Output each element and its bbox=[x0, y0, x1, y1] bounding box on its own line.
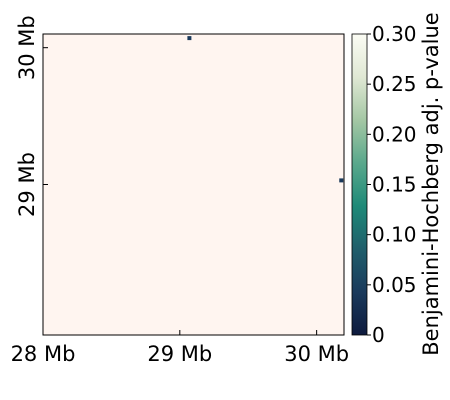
heatmap-cells bbox=[187, 36, 344, 183]
x-axis-ticks: 28 Mb 29 Mb 30 Mb bbox=[11, 330, 349, 366]
colorbar-tick-label-1: 0.05 bbox=[372, 273, 417, 297]
colorbar-label: Benjamini-Hochberg adj. p-value bbox=[419, 12, 443, 355]
x-tick-label-0: 28 Mb bbox=[11, 342, 76, 366]
colorbar-tick-label-5: 0.25 bbox=[372, 72, 417, 96]
heatmap-cell-1 bbox=[339, 178, 344, 183]
heatmap-background bbox=[43, 34, 344, 335]
y-tick-label-0: 29 Mb bbox=[15, 152, 39, 217]
y-axis-ticks: 29 Mb 30 Mb bbox=[15, 15, 48, 217]
colorbar-tick-label-4: 0.20 bbox=[372, 122, 417, 146]
x-tick-label-1: 29 Mb bbox=[147, 342, 212, 366]
colorbar-tick-label-0: 0 bbox=[372, 323, 385, 347]
heatmap-cell-0 bbox=[187, 36, 192, 41]
colorbar-tick-label-2: 0.10 bbox=[372, 223, 417, 247]
colorbar bbox=[351, 33, 368, 336]
colorbar-ticks: 0 0.05 0.10 0.15 0.20 0.25 0.30 bbox=[367, 22, 417, 347]
colorbar-tick-label-6: 0.30 bbox=[372, 22, 417, 46]
colorbar-tick-label-3: 0.15 bbox=[372, 173, 417, 197]
y-tick-label-1: 30 Mb bbox=[15, 15, 39, 80]
x-tick-label-2: 30 Mb bbox=[284, 342, 349, 366]
